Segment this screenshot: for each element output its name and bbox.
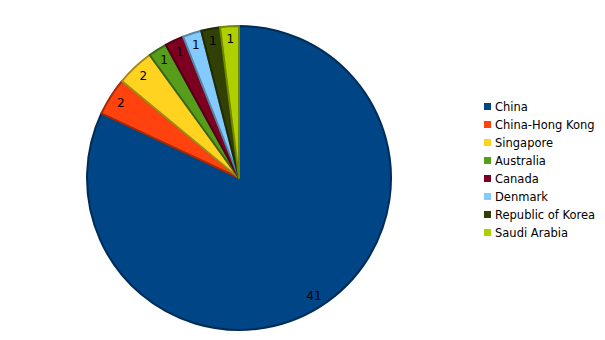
legend-swatch — [484, 121, 491, 128]
legend-item: Denmark — [484, 190, 548, 204]
legend-label: China-Hong Kong — [495, 118, 595, 132]
legend-swatch — [484, 157, 491, 164]
pie-slice — [87, 26, 391, 330]
legend-item: China-Hong Kong — [484, 118, 595, 132]
data-label: 1 — [192, 38, 200, 52]
legend-label: Australia — [495, 154, 546, 168]
legend-item: Saudi Arabia — [484, 226, 568, 240]
legend-label: Singapore — [495, 136, 553, 150]
legend-swatch — [484, 175, 491, 182]
legend: China China-Hong Kong Singapore Australia Ca… — [484, 100, 595, 240]
legend-label: Republic of Korea — [495, 208, 595, 222]
data-label: 1 — [176, 45, 184, 59]
legend-swatch — [484, 229, 491, 236]
data-label: 1 — [209, 34, 217, 48]
legend-swatch — [484, 193, 491, 200]
data-label: 41 — [306, 289, 321, 303]
legend-swatch — [484, 211, 491, 218]
data-label: 2 — [117, 96, 125, 110]
pie-slice — [220, 26, 239, 178]
legend-swatch — [484, 139, 491, 146]
legend-label: Saudi Arabia — [495, 226, 568, 240]
legend-label: Denmark — [495, 190, 548, 204]
legend-item: Canada — [484, 172, 539, 186]
pie — [87, 26, 391, 330]
legend-item: China — [484, 100, 528, 114]
data-labels: 412211111 — [117, 32, 321, 304]
data-label: 2 — [139, 69, 147, 83]
legend-item: Singapore — [484, 136, 553, 150]
data-label: 1 — [226, 32, 234, 46]
legend-item: Republic of Korea — [484, 208, 595, 222]
data-label: 1 — [160, 53, 168, 67]
legend-swatch — [484, 103, 491, 110]
chart: 412211111ChinaChina-Hong KongSingaporeAu… — [0, 0, 605, 340]
legend-label: China — [495, 100, 528, 114]
legend-item: Australia — [484, 154, 546, 168]
legend-label: Canada — [495, 172, 539, 186]
